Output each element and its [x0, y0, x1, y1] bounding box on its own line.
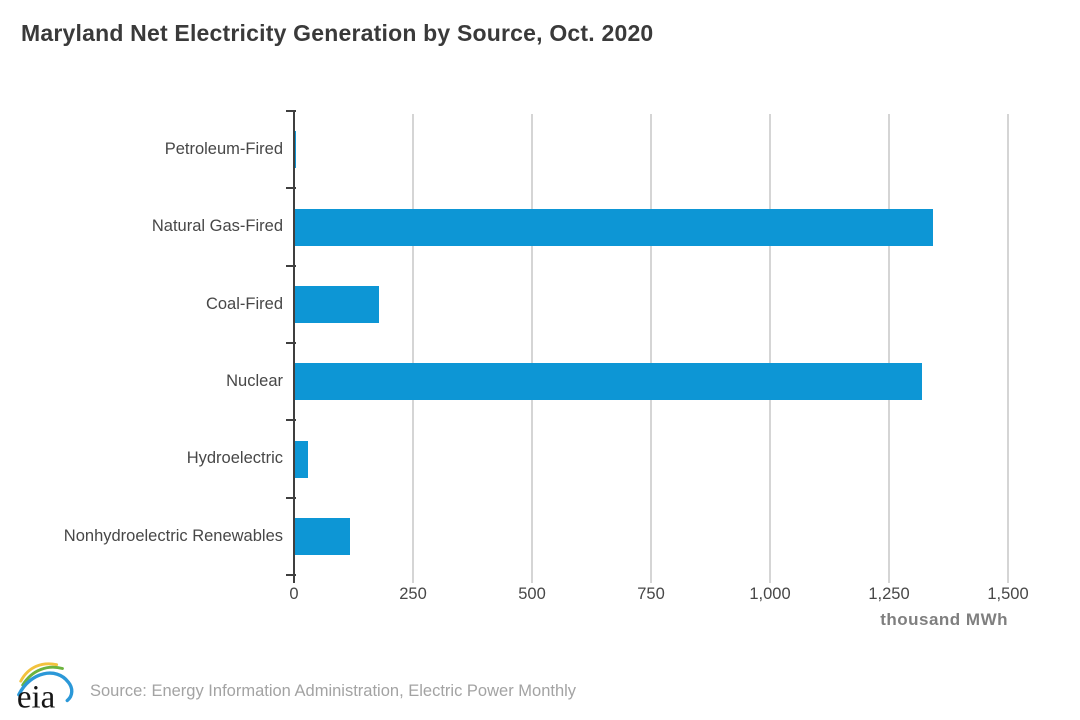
- category-label: Natural Gas-Fired: [151, 217, 283, 236]
- eia-logo-blue-swoosh: [17, 671, 74, 703]
- y-axis-tick: [286, 110, 296, 112]
- category-label: Nuclear: [226, 372, 283, 391]
- x-tick-label: 1,000: [749, 585, 791, 603]
- footer: eia Source: Energy Information Administr…: [14, 656, 576, 714]
- gridline: [531, 114, 533, 583]
- y-axis-tick: [286, 497, 296, 499]
- eia-logo-green-arc: [21, 665, 64, 687]
- category-label: Nonhydroelectric Renewables: [63, 526, 283, 545]
- gridline: [888, 114, 890, 583]
- bar: [295, 208, 933, 246]
- gridline: [1007, 114, 1009, 583]
- y-axis-tick: [286, 342, 296, 344]
- y-axis-tick: [286, 187, 296, 189]
- bar: [295, 517, 350, 555]
- y-axis-tick: [286, 574, 296, 576]
- x-tick-label: 500: [518, 585, 546, 603]
- y-axis-tick: [286, 419, 296, 421]
- bar: [295, 363, 922, 401]
- category-label: Coal-Fired: [205, 294, 283, 313]
- x-tick-label: 0: [289, 585, 299, 603]
- gridline: [650, 114, 652, 583]
- category-label: Petroleum-Fired: [164, 140, 283, 159]
- gridline: [769, 114, 771, 583]
- bar: [295, 131, 296, 169]
- source-text: Source: Energy Information Administratio…: [90, 681, 577, 700]
- bar: [295, 285, 379, 323]
- eia-logo: eia: [17, 662, 74, 714]
- x-tick-label: 250: [399, 585, 427, 603]
- x-axis-unit-label: thousand MWh: [880, 610, 1008, 629]
- eia-logo-text: eia: [17, 679, 56, 714]
- gridline: [412, 114, 414, 583]
- eia-logo-yellow-arc: [19, 662, 59, 683]
- x-tick-label: 1,250: [868, 585, 910, 603]
- y-axis-tick: [286, 265, 296, 267]
- category-label: Hydroelectric: [186, 449, 283, 468]
- chart-title: Maryland Net Electricity Generation by S…: [21, 20, 654, 46]
- y-axis-line: [293, 110, 295, 583]
- bar: [295, 440, 308, 478]
- x-tick-label: 1,500: [987, 585, 1029, 603]
- x-tick-label: 750: [637, 585, 665, 603]
